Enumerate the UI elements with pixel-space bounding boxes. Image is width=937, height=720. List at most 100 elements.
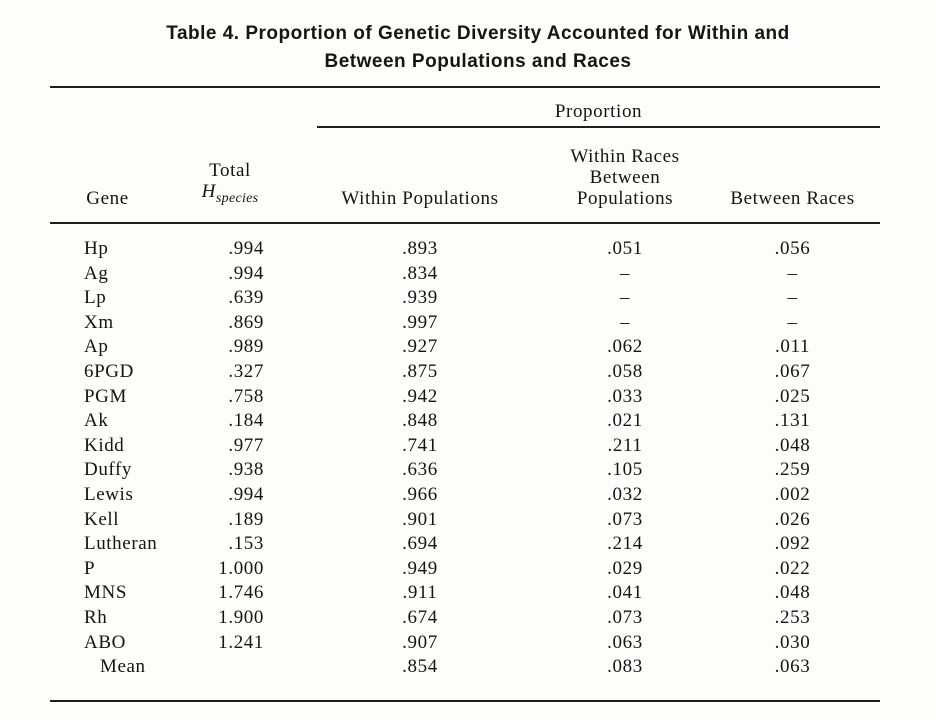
gene-cell: Kell <box>84 508 120 530</box>
proportion-spanner: Proportion <box>295 87 881 128</box>
table-row: PGM .758 .942 .033 .025 <box>50 385 880 410</box>
total-hspecies-cell: 1.746 <box>218 582 264 604</box>
within-races-between-populations-cell: .073 <box>607 508 643 530</box>
between-races-cell: – <box>787 287 798 309</box>
gene-cell: Ap <box>84 336 109 358</box>
within-populations-cell: .927 <box>402 336 438 358</box>
gene-cell: Xm <box>84 311 114 333</box>
within-populations-cell: .834 <box>402 262 438 284</box>
within-populations-cell: .848 <box>402 410 438 432</box>
table-title-line2: Between Populations and Races <box>324 51 632 72</box>
table-row: Kell .189 .901 .073 .026 <box>50 508 880 533</box>
table-header: Proportion Gene Total Hspecies Within Po… <box>50 87 881 224</box>
total-hspecies-cell: 1.241 <box>218 631 264 653</box>
total-hspecies-cell: 1.000 <box>218 557 264 579</box>
table-body: Hp .994 .893 .051 .056 Ag .994 .834 – – … <box>50 223 880 701</box>
within-races-between-populations-cell: .214 <box>607 533 643 555</box>
within-populations-cell: .966 <box>402 483 438 505</box>
within-races-between-populations-cell: .021 <box>607 410 643 432</box>
table-row: Hp .994 .893 .051 .056 <box>50 223 880 262</box>
within-populations-cell: .694 <box>402 533 438 555</box>
within-populations-cell: .893 <box>402 238 438 259</box>
total-hspecies-cell: .758 <box>228 385 264 407</box>
between-races-cell: – <box>787 262 798 284</box>
within-races-between-populations-cell: .062 <box>607 336 643 358</box>
within-populations-cell: .901 <box>402 508 438 530</box>
within-races-between-populations-cell: – <box>619 311 631 333</box>
gene-cell: Lp <box>84 287 107 309</box>
table-row: Rh 1.900 .674 .073 .253 <box>50 606 880 631</box>
table-row: Lutheran .153 .694 .214 .092 <box>50 532 880 557</box>
col-header-within-races-between-populations: Within Races Between Populations <box>545 128 705 224</box>
within-populations-cell: .949 <box>402 557 438 579</box>
hspecies-label: Hspecies <box>165 181 295 209</box>
within-races-between-populations-cell: .073 <box>607 606 643 628</box>
table-row: 6PGD .327 .875 .058 .067 <box>50 360 880 385</box>
table-row: Lp .639 .939 – – <box>50 286 880 311</box>
table-row: Duffy .938 .636 .105 .259 <box>50 458 880 483</box>
table-row: MNS 1.746 .911 .041 .048 <box>50 581 880 606</box>
table-row: Lewis .994 .966 .032 .002 <box>50 483 880 508</box>
total-hspecies-cell: 1.900 <box>218 606 264 628</box>
gene-cell: Ak <box>84 410 109 432</box>
total-label: Total <box>209 160 251 182</box>
table-row: Kidd .977 .741 .211 .048 <box>50 434 880 459</box>
total-hspecies-cell: .189 <box>228 508 264 530</box>
between-races-cell: .048 <box>774 434 811 456</box>
gene-cell: Duffy <box>84 459 133 481</box>
within-populations-cell: .911 <box>402 582 438 604</box>
table-row: P 1.000 .949 .029 .022 <box>50 557 880 582</box>
between-races-cell: .002 <box>774 483 811 505</box>
gene-cell: ABO <box>84 631 126 653</box>
h-symbol: H <box>201 181 216 203</box>
gene-cell: P <box>84 557 96 579</box>
between-races-cell: .259 <box>774 459 811 481</box>
table-title: Table 4. Proportion of Genetic Diversity… <box>58 0 898 76</box>
gene-cell: Rh <box>84 606 108 628</box>
total-hspecies-cell: .153 <box>228 533 264 555</box>
gene-cell: Lutheran <box>84 533 158 555</box>
between-races-cell: .022 <box>774 557 811 579</box>
within-races-between-populations-cell: .032 <box>607 483 643 505</box>
col-header-gene: Gene <box>50 128 165 224</box>
between-races-cell: .056 <box>774 238 811 259</box>
within-populations-cell: .875 <box>402 360 438 382</box>
spanner-spacer <box>50 87 295 128</box>
spanner-row: Proportion <box>50 87 881 128</box>
within-races-between-populations-cell: .029 <box>607 557 643 579</box>
within-populations-cell: .741 <box>402 434 438 456</box>
table-row: ABO 1.241 .907 .063 .030 <box>50 631 880 656</box>
gene-cell: Lewis <box>84 483 134 505</box>
within-races-between-populations-cell: – <box>619 262 631 284</box>
mean-label-cell: Mean <box>100 656 146 678</box>
within-races-between-populations-cell: .033 <box>607 385 643 407</box>
between-races-cell: – <box>787 311 798 333</box>
within-populations-cell: .942 <box>402 385 438 407</box>
within-populations-cell: .854 <box>402 656 438 678</box>
within-races-between-populations-cell: .063 <box>607 631 643 653</box>
between-races-cell: .030 <box>774 631 811 653</box>
between-races-cell: .092 <box>774 533 811 555</box>
gene-cell: PGM <box>84 385 127 407</box>
table-row: Ak .184 .848 .021 .131 <box>50 409 880 434</box>
between-races-cell: .253 <box>774 606 811 628</box>
total-hspecies-cell: .994 <box>228 238 264 259</box>
within-populations-cell: .674 <box>402 606 438 628</box>
between-races-cell: .131 <box>774 410 811 432</box>
between-races-cell: .067 <box>774 360 811 382</box>
between-races-cell: .063 <box>774 656 811 678</box>
total-hspecies-cell: .938 <box>228 459 264 481</box>
col-header-total-hspecies: Total Hspecies <box>165 128 295 224</box>
gene-cell: Hp <box>84 238 109 259</box>
within-populations-cell: .907 <box>402 631 438 653</box>
gene-cell: 6PGD <box>84 360 134 382</box>
within-races-between-populations-cell: .058 <box>607 360 643 382</box>
genetic-diversity-table: Proportion Gene Total Hspecies Within Po… <box>50 86 881 702</box>
table-row: Xm .869 .997 – – <box>50 311 880 336</box>
table-row-mean: Mean .854 .083 .063 <box>50 655 880 701</box>
table-row: Ap .989 .927 .062 .011 <box>50 335 880 360</box>
table-title-line1: Table 4. Proportion of Genetic Diversity… <box>166 23 790 44</box>
proportion-label: Proportion <box>554 101 643 122</box>
table-row: Ag .994 .834 – – <box>50 262 880 287</box>
within-races-between-populations-cell: .083 <box>607 656 643 678</box>
